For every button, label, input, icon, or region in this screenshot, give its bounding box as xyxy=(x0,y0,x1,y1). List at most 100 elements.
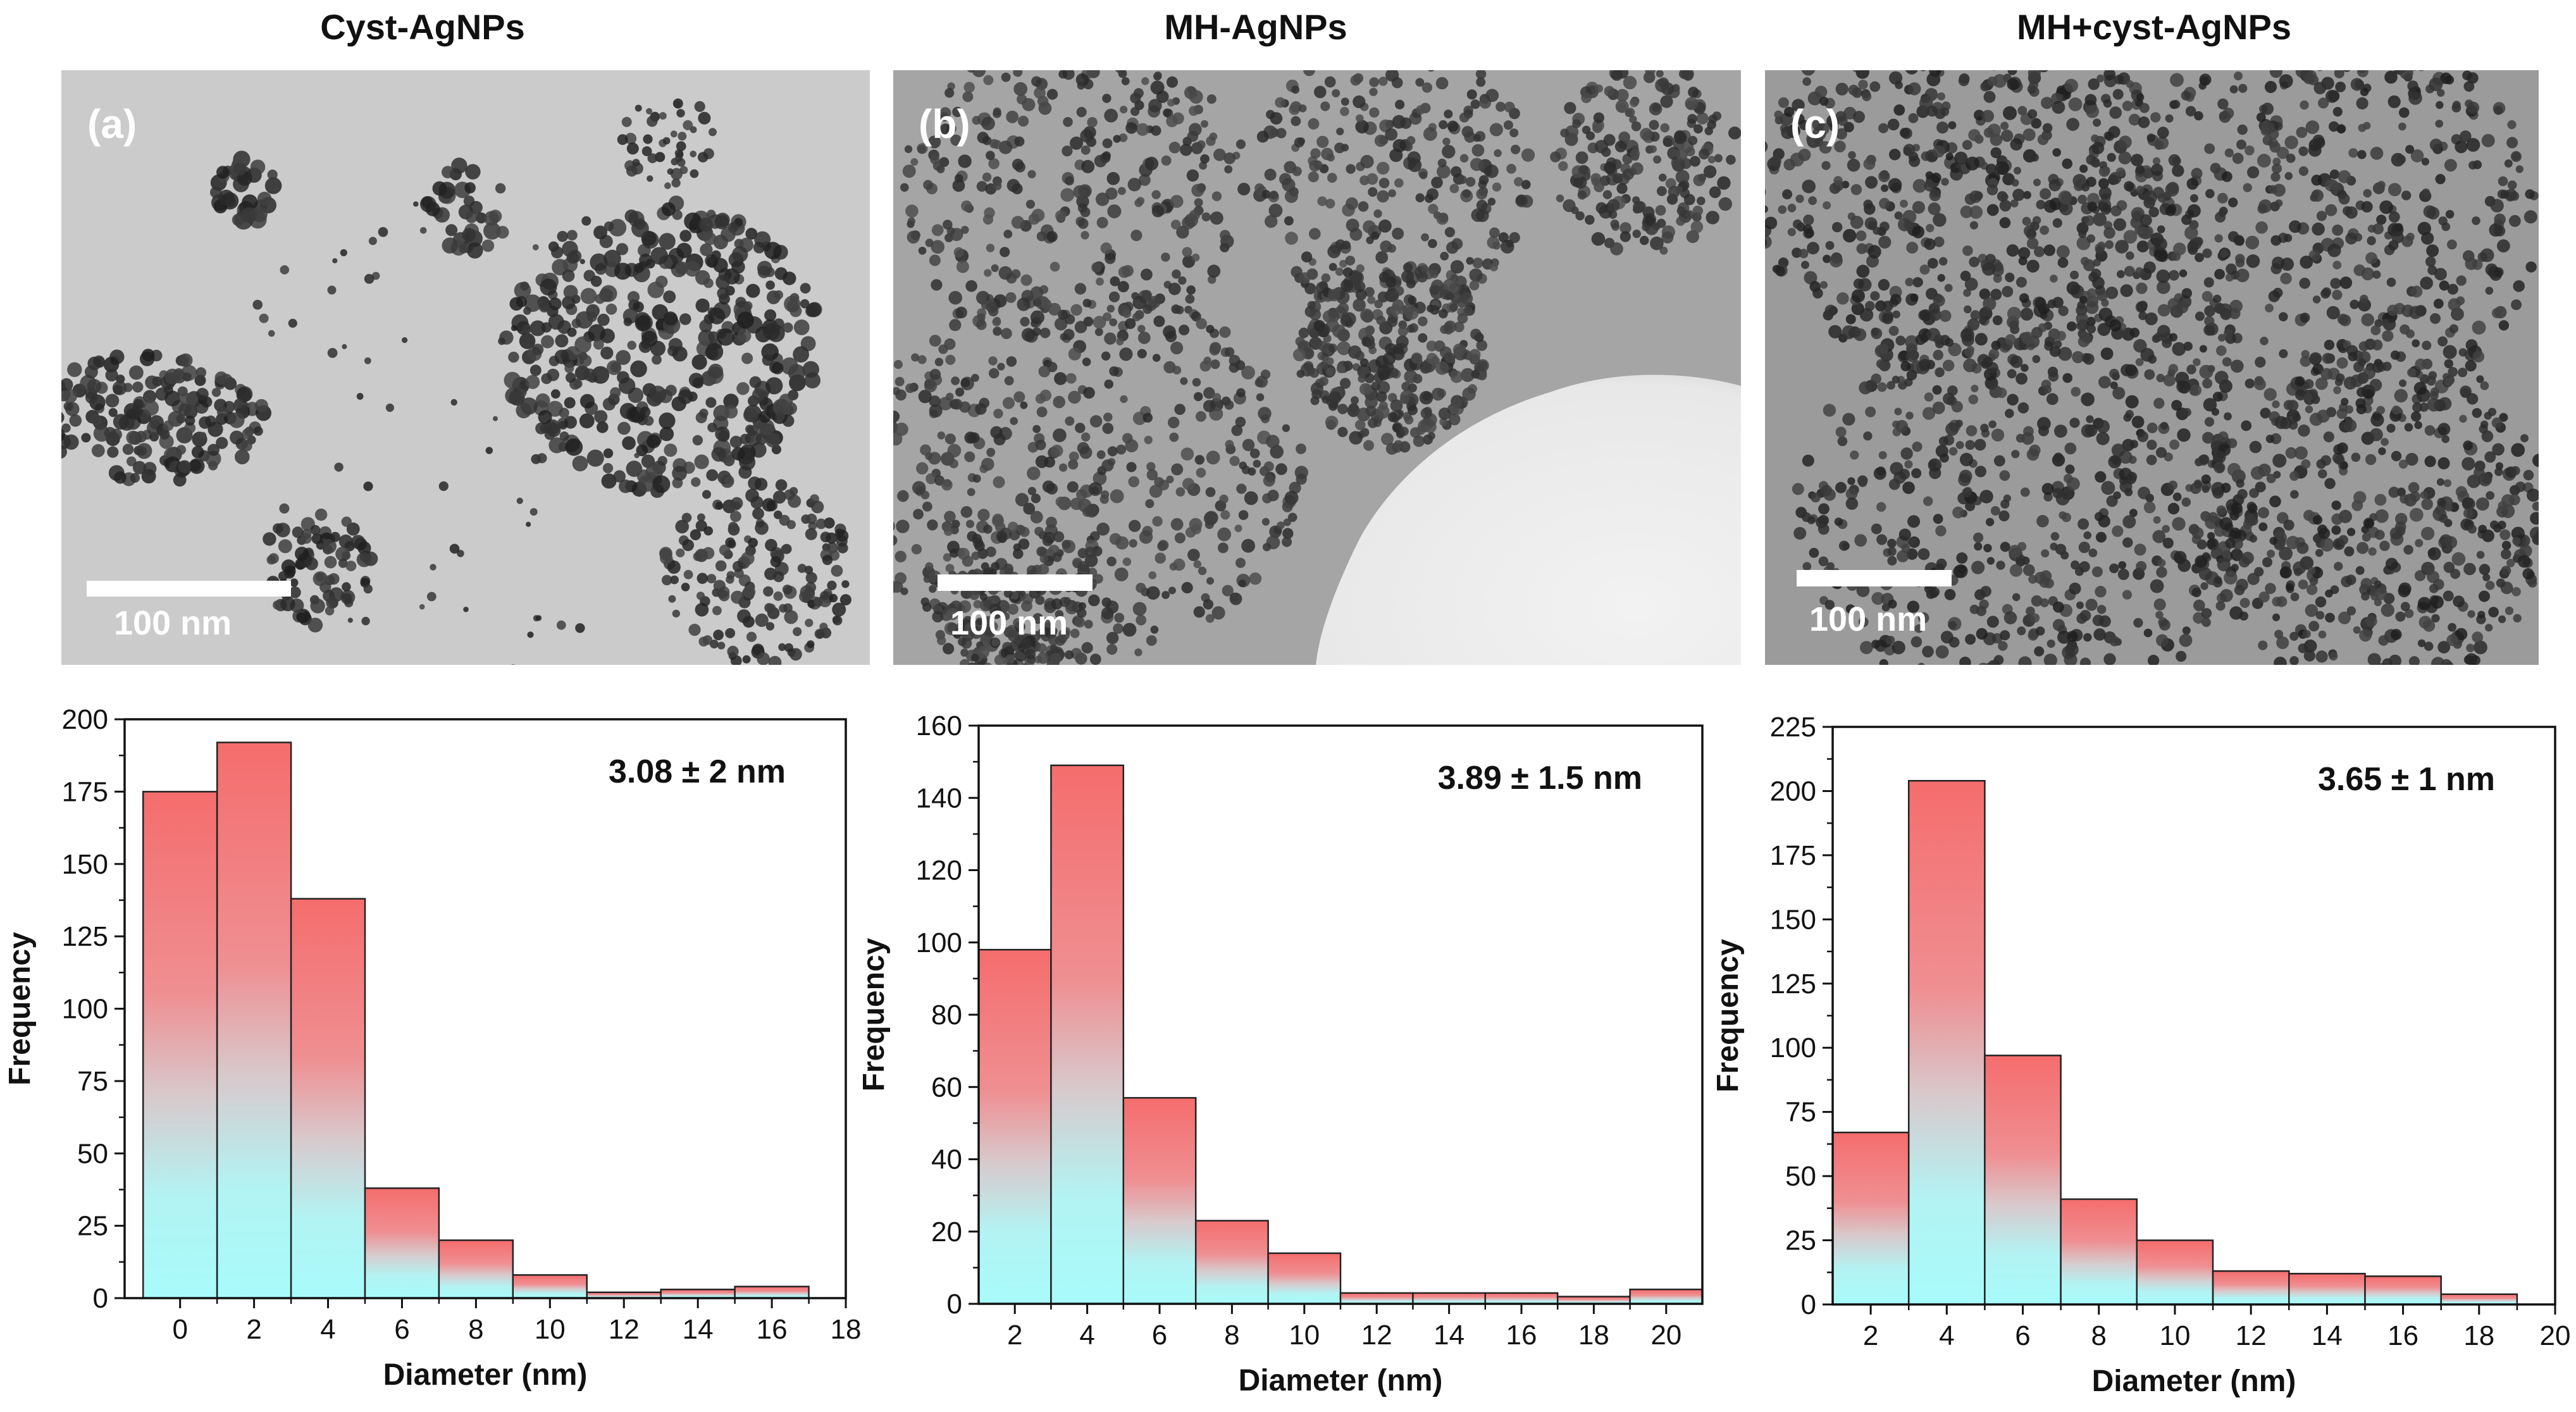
nanoparticle xyxy=(586,449,604,467)
nanoparticle xyxy=(2336,357,2348,369)
nanoparticle xyxy=(1235,139,1246,149)
nanoparticle xyxy=(989,604,1001,616)
nanoparticle xyxy=(1282,178,1296,192)
nanoparticle xyxy=(1400,395,1409,404)
nanoparticle xyxy=(2057,257,2069,268)
nanoparticle xyxy=(1431,279,1444,292)
nanoparticle xyxy=(1203,400,1216,412)
support-film-hole-b xyxy=(1316,375,1741,665)
nanoparticle xyxy=(2481,133,2495,147)
nanoparticle xyxy=(1900,199,1908,208)
nanoparticle xyxy=(622,436,636,450)
nanoparticle xyxy=(768,655,782,665)
nanoparticle xyxy=(1945,422,1959,436)
nanoparticle xyxy=(2311,189,2324,202)
nanoparticle xyxy=(2146,440,2157,450)
nanoparticle xyxy=(1995,161,2009,175)
nanoparticle xyxy=(2324,55,2337,68)
nanoparticle xyxy=(1881,184,1889,192)
nanoparticle xyxy=(1995,679,2002,687)
nanoparticle xyxy=(2026,606,2035,616)
nanoparticle xyxy=(2135,267,2144,276)
nanoparticle xyxy=(1616,183,1628,194)
nanoparticle xyxy=(1978,662,1988,665)
nanoparticle xyxy=(968,662,977,665)
nanoparticle xyxy=(2118,151,2132,164)
nanoparticle xyxy=(1965,634,1976,645)
nanoparticle xyxy=(1703,165,1717,178)
nanoparticle xyxy=(1821,161,1831,170)
nanoparticle xyxy=(1179,325,1190,336)
nanoparticle xyxy=(1809,548,1819,558)
nanoparticle xyxy=(2010,199,2019,207)
nanoparticle xyxy=(2334,562,2343,571)
nanoparticle xyxy=(346,522,360,536)
nanoparticle xyxy=(1336,364,1346,373)
nanoparticle xyxy=(2081,183,2090,192)
nanoparticle xyxy=(2125,473,2136,485)
nanoparticle xyxy=(741,552,755,566)
nanoparticle xyxy=(2181,288,2192,299)
nanoparticle xyxy=(2065,643,2079,657)
nanoparticle xyxy=(1981,109,1995,123)
nanoparticle xyxy=(2033,178,2041,187)
nanoparticle xyxy=(929,585,937,593)
nanoparticle xyxy=(633,263,644,273)
nanoparticle xyxy=(1107,204,1122,219)
nanoparticle xyxy=(1132,411,1146,425)
nanoparticle xyxy=(1161,155,1172,166)
nanoparticle xyxy=(604,221,614,232)
nanoparticle xyxy=(983,662,992,665)
nanoparticle xyxy=(659,426,674,442)
nanoparticle xyxy=(597,421,609,433)
nanoparticle xyxy=(1075,423,1086,433)
nanoparticle xyxy=(2360,294,2369,304)
nanoparticle xyxy=(965,622,974,632)
nanoparticle xyxy=(2532,454,2539,468)
nanoparticle xyxy=(1957,49,1968,61)
nanoparticle xyxy=(1956,552,1968,564)
nanoparticle xyxy=(1004,376,1014,386)
nanoparticle xyxy=(1101,351,1111,361)
nanoparticle xyxy=(1477,371,1487,381)
nanoparticle xyxy=(2511,299,2522,311)
nanoparticle xyxy=(678,389,693,404)
nanoparticle xyxy=(2372,27,2385,40)
nanoparticle xyxy=(1363,440,1374,451)
nanoparticle xyxy=(2455,140,2468,154)
nanoparticle xyxy=(1959,452,1974,467)
nanoparticle xyxy=(2506,559,2515,567)
nanoparticle xyxy=(1238,579,1246,588)
nanoparticle xyxy=(1765,216,1778,230)
nanoparticle xyxy=(1889,149,1901,161)
nanoparticle xyxy=(2036,200,2046,209)
nanoparticle xyxy=(626,142,639,155)
nanoparticle xyxy=(2096,290,2108,301)
nanoparticle xyxy=(813,597,823,607)
nanoparticle xyxy=(2124,181,2134,192)
nanoparticle xyxy=(976,319,987,330)
nanoparticle xyxy=(1117,281,1129,293)
nanoparticle xyxy=(1213,148,1226,161)
nanoparticle xyxy=(1170,195,1184,208)
nanoparticle xyxy=(2007,70,2017,75)
nanoparticle xyxy=(694,454,709,469)
nanoparticle xyxy=(811,500,824,514)
nanoparticle xyxy=(2186,178,2199,190)
nanoparticle xyxy=(1783,159,1795,171)
nanoparticle xyxy=(2370,428,2383,442)
nanoparticle xyxy=(948,290,962,305)
nanoparticle xyxy=(1354,350,1365,361)
nanoparticle xyxy=(1718,197,1732,211)
nanoparticle xyxy=(1967,318,1980,331)
nanoparticle xyxy=(2096,697,2105,705)
nanoparticle xyxy=(419,227,427,234)
nanoparticle xyxy=(2202,248,2212,258)
nanoparticle xyxy=(621,116,632,127)
nanoparticle xyxy=(2227,462,2241,477)
nanoparticle xyxy=(2427,265,2437,275)
nanoparticle xyxy=(1707,156,1716,164)
nanoparticle xyxy=(2078,194,2087,204)
nanoparticle xyxy=(2472,320,2486,335)
nanoparticle xyxy=(1564,102,1576,115)
